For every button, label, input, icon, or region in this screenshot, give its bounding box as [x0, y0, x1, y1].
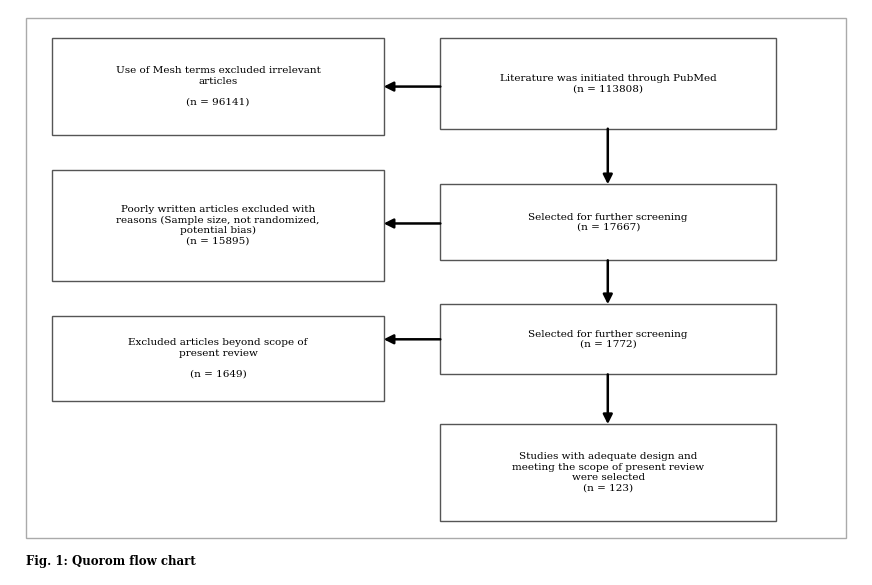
- Text: Studies with adequate design and
meeting the scope of present review
were select: Studies with adequate design and meeting…: [512, 452, 705, 493]
- Bar: [52, 316, 384, 401]
- Bar: [52, 170, 384, 281]
- Bar: [440, 38, 776, 129]
- Bar: [440, 184, 776, 260]
- Text: Selected for further screening
(n = 1772): Selected for further screening (n = 1772…: [528, 329, 688, 349]
- Text: Selected for further screening
(n = 17667): Selected for further screening (n = 1766…: [528, 212, 688, 232]
- Bar: [440, 304, 776, 374]
- Text: Literature was initiated through PubMed
(n = 113808): Literature was initiated through PubMed …: [500, 74, 717, 93]
- Bar: [52, 38, 384, 135]
- Bar: [440, 424, 776, 521]
- Text: Poorly written articles excluded with
reasons (Sample size, not randomized,
pote: Poorly written articles excluded with re…: [116, 205, 320, 246]
- Text: Excluded articles beyond scope of
present review

(n = 1649): Excluded articles beyond scope of presen…: [128, 338, 308, 378]
- Text: Fig. 1: Quorom flow chart: Fig. 1: Quorom flow chart: [26, 555, 196, 568]
- Bar: [26, 18, 846, 538]
- Text: Use of Mesh terms excluded irrelevant
articles

(n = 96141): Use of Mesh terms excluded irrelevant ar…: [116, 66, 320, 106]
